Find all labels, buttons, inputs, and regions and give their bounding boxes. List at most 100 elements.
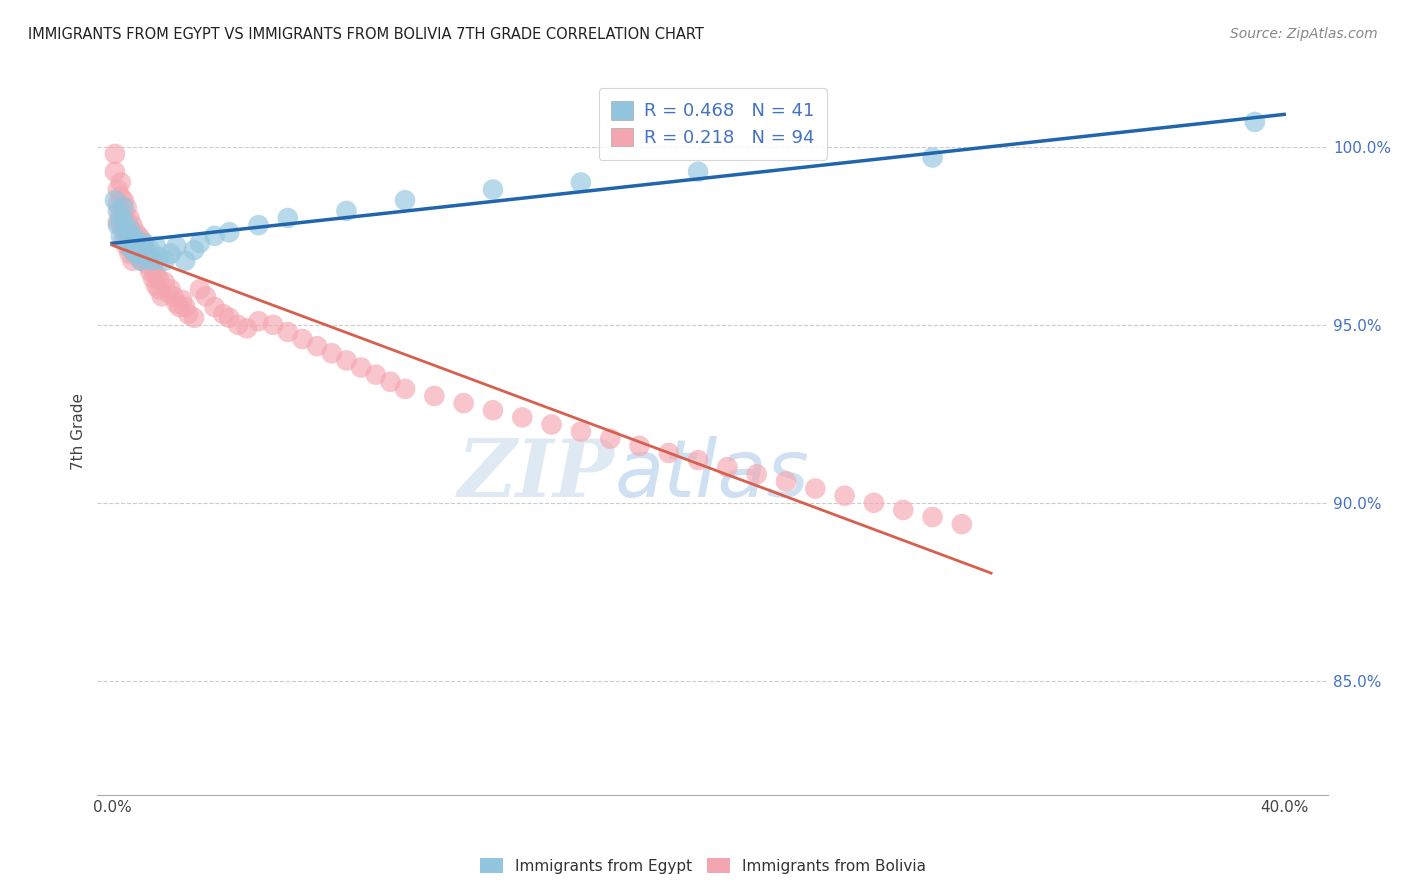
Point xyxy=(124,225,146,239)
Point xyxy=(277,325,299,339)
Point xyxy=(423,389,446,403)
Point xyxy=(124,235,146,250)
Point xyxy=(124,232,146,246)
Point xyxy=(236,321,259,335)
Point xyxy=(107,218,129,232)
Point xyxy=(112,232,135,246)
Point xyxy=(174,300,197,314)
Point xyxy=(569,176,592,190)
Point xyxy=(153,253,176,268)
Point xyxy=(204,300,226,314)
Point xyxy=(118,225,141,239)
Point xyxy=(112,200,135,214)
Point xyxy=(247,218,270,232)
Text: IMMIGRANTS FROM EGYPT VS IMMIGRANTS FROM BOLIVIA 7TH GRADE CORRELATION CHART: IMMIGRANTS FROM EGYPT VS IMMIGRANTS FROM… xyxy=(28,27,704,42)
Y-axis label: 7th Grade: 7th Grade xyxy=(72,393,86,470)
Point xyxy=(148,250,170,264)
Point xyxy=(107,182,129,196)
Point xyxy=(177,307,200,321)
Point xyxy=(482,403,505,417)
Point xyxy=(166,239,188,253)
Point xyxy=(162,289,184,303)
Point xyxy=(110,211,132,225)
Point xyxy=(307,339,329,353)
Point xyxy=(115,214,138,228)
Point xyxy=(142,260,165,275)
Point xyxy=(364,368,387,382)
Point xyxy=(394,382,416,396)
Point xyxy=(150,289,173,303)
Point xyxy=(110,218,132,232)
Point xyxy=(121,232,143,246)
Point xyxy=(688,165,710,179)
Point xyxy=(104,147,127,161)
Point xyxy=(804,482,827,496)
Point xyxy=(139,253,162,268)
Point xyxy=(112,193,135,207)
Point xyxy=(104,193,127,207)
Point xyxy=(112,207,135,221)
Point xyxy=(145,268,167,282)
Point xyxy=(134,239,156,253)
Point xyxy=(127,250,149,264)
Point xyxy=(127,228,149,243)
Point xyxy=(716,460,738,475)
Point xyxy=(350,360,373,375)
Point xyxy=(453,396,475,410)
Point xyxy=(335,353,357,368)
Point xyxy=(131,253,153,268)
Legend: R = 0.468   N = 41, R = 0.218   N = 94: R = 0.468 N = 41, R = 0.218 N = 94 xyxy=(599,88,827,160)
Point xyxy=(194,289,217,303)
Point xyxy=(112,221,135,235)
Point xyxy=(166,296,188,310)
Point xyxy=(121,253,143,268)
Text: Source: ZipAtlas.com: Source: ZipAtlas.com xyxy=(1230,27,1378,41)
Point xyxy=(188,282,211,296)
Point xyxy=(218,310,240,325)
Point xyxy=(658,446,681,460)
Point xyxy=(159,282,181,296)
Point xyxy=(139,243,162,257)
Point xyxy=(628,439,651,453)
Point xyxy=(131,232,153,246)
Point xyxy=(124,246,146,260)
Point xyxy=(118,246,141,260)
Point xyxy=(118,239,141,253)
Point xyxy=(510,410,533,425)
Point xyxy=(127,239,149,253)
Legend: Immigrants from Egypt, Immigrants from Bolivia: Immigrants from Egypt, Immigrants from B… xyxy=(474,852,932,880)
Point xyxy=(142,271,165,285)
Point xyxy=(121,228,143,243)
Point xyxy=(863,496,886,510)
Point xyxy=(115,232,138,246)
Point xyxy=(121,243,143,257)
Point xyxy=(110,228,132,243)
Point xyxy=(127,239,149,253)
Point xyxy=(321,346,343,360)
Point xyxy=(107,203,129,218)
Point xyxy=(112,214,135,228)
Point xyxy=(107,214,129,228)
Point xyxy=(156,285,179,300)
Text: atlas: atlas xyxy=(614,436,808,514)
Point xyxy=(139,264,162,278)
Point xyxy=(107,196,129,211)
Point xyxy=(115,239,138,253)
Point xyxy=(291,332,314,346)
Point xyxy=(380,375,402,389)
Point xyxy=(148,282,170,296)
Point xyxy=(921,510,943,524)
Point xyxy=(145,278,167,293)
Point xyxy=(110,176,132,190)
Point xyxy=(145,239,167,253)
Point xyxy=(394,193,416,207)
Point xyxy=(118,239,141,253)
Point xyxy=(891,503,914,517)
Point xyxy=(118,211,141,225)
Point xyxy=(482,182,505,196)
Point xyxy=(218,225,240,239)
Point xyxy=(540,417,562,432)
Point xyxy=(131,243,153,257)
Point xyxy=(183,310,205,325)
Point xyxy=(110,189,132,203)
